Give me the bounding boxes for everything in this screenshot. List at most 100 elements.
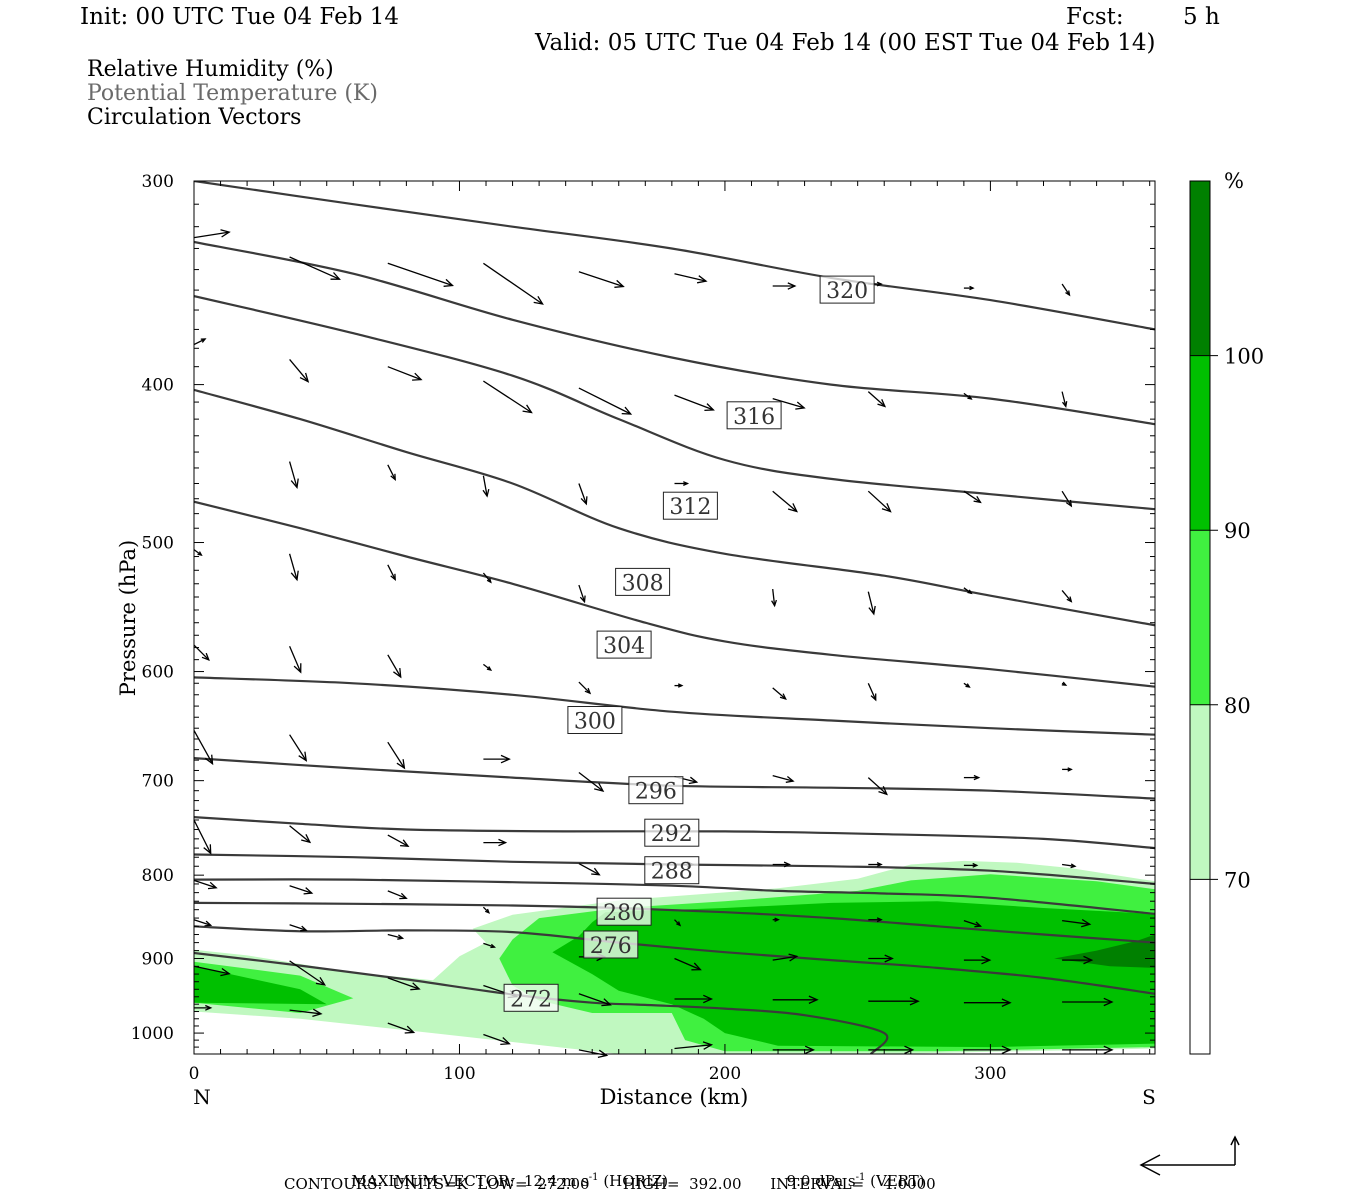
vector-arrowhead: [787, 282, 797, 290]
circulation-vector: [289, 1008, 323, 1018]
contour-label-text: 320: [826, 279, 868, 304]
circulation-vector: [578, 681, 592, 695]
contour-label-296: 296: [628, 776, 684, 805]
vector-arrowhead: [676, 921, 682, 927]
circulation-vector: [674, 683, 684, 688]
vector-arrowhead: [397, 934, 405, 940]
colorbar-unit: %: [1224, 169, 1244, 193]
vector-arrowhead: [702, 1041, 714, 1050]
circulation-vector: [772, 490, 799, 513]
vector-shaft: [1061, 283, 1071, 296]
vector-arrowhead: [868, 605, 876, 616]
circulation-vector: [193, 730, 214, 766]
vector-shaft: [674, 273, 707, 282]
circulation-vector: [674, 994, 714, 1004]
vector-shaft: [578, 483, 587, 505]
vector-shaft: [289, 825, 311, 843]
vector-shaft: [387, 977, 420, 990]
vector-arrowhead: [591, 867, 601, 876]
vert-tag: (VERT): [870, 1172, 925, 1190]
vector-shaft: [193, 338, 206, 346]
contour-label-box: [583, 930, 639, 959]
colorbar-label: 70: [1224, 868, 1251, 892]
vector-shaft: [1061, 391, 1067, 407]
plot-frame: [193, 180, 1156, 1055]
vector-shaft: [193, 231, 230, 239]
vector-arrowhead: [522, 404, 533, 414]
vector-shaft: [289, 885, 313, 894]
circulation-vector: [387, 834, 410, 847]
vector-arrowhead: [981, 955, 992, 965]
vector-arrowhead: [779, 693, 787, 701]
contour-label-text: 292: [651, 822, 693, 847]
contour-label-300: 300: [567, 706, 623, 735]
y-tick-label: 1000: [131, 1024, 174, 1044]
circulation-vector: [193, 965, 231, 977]
vector-shaft: [578, 771, 604, 792]
vector-shaft: [483, 262, 543, 305]
vector-arrowhead: [220, 967, 231, 977]
vector-shaft: [387, 464, 396, 480]
circulation-vector: [772, 861, 792, 868]
vector-arrowhead: [1066, 596, 1073, 603]
max-vector-label: MAXIMUM VECTOR:: [351, 1172, 515, 1190]
vector-arrowhead: [205, 1004, 213, 1011]
y-tick-label: 700: [142, 772, 174, 792]
circulation-vector: [867, 490, 892, 513]
y-tick-label: 300: [142, 172, 174, 192]
vector-shaft: [387, 366, 422, 381]
circulation-vector: [483, 380, 533, 414]
circulation-vector: [868, 1045, 915, 1055]
circulation-vector: [289, 885, 314, 895]
contour-label-box: [596, 897, 652, 926]
vector-arrowhead: [203, 844, 212, 855]
contour-label-308: 308: [615, 567, 671, 596]
vector-arrowhead: [490, 943, 497, 949]
circulation-vector: [387, 464, 396, 482]
vector-arrowhead: [484, 908, 491, 914]
vector-arrowhead: [1061, 401, 1068, 408]
circulation-vector: [578, 584, 586, 604]
circulation-vector: [193, 549, 203, 557]
vector-shaft: [288, 461, 298, 488]
vector-shaft: [483, 380, 532, 414]
vector-shaft: [674, 1044, 712, 1050]
contour-label-text: 272: [510, 987, 552, 1012]
contour-label-text: 276: [590, 934, 632, 959]
init-time: Init: 00 UTC Tue 04 Feb 14: [80, 4, 400, 30]
circulation-vector: [193, 879, 218, 890]
vector-shaft: [288, 553, 298, 580]
vector-arrowhead: [974, 921, 983, 928]
vector-arrowhead: [804, 1045, 815, 1055]
y-tick-label: 400: [142, 376, 174, 396]
vector-shaft: [289, 358, 309, 383]
vector-arrowhead: [870, 693, 877, 702]
contour-label-box: [644, 818, 700, 847]
theta-contour-304: [194, 500, 1155, 688]
circulation-vector: [1061, 490, 1073, 508]
horiz-tag: (HORIZ): [603, 1172, 669, 1190]
y-tick-label: 600: [142, 663, 174, 683]
colorbar-swatch: [1190, 879, 1210, 1054]
theta-contour-312: [194, 295, 1155, 511]
contour-label-text: 304: [603, 634, 645, 659]
vector-arrowhead: [878, 786, 888, 796]
circulation-vector: [194, 1004, 213, 1011]
circulation-vector: [963, 1045, 1012, 1055]
vector-shaft: [867, 683, 877, 701]
contour-label-276: 276: [583, 930, 639, 959]
vector-shaft: [1061, 490, 1072, 507]
vector-arrowhead: [904, 1045, 915, 1055]
circulation-vector: [772, 282, 797, 290]
vector-shaft: [289, 924, 307, 931]
max-horiz-vector: 12.4 m s: [523, 1172, 589, 1190]
vector-shaft: [867, 777, 888, 795]
contour-label-292: 292: [644, 818, 700, 847]
vector-shaft: [772, 397, 805, 409]
vector-shaft: [387, 890, 407, 899]
circulation-vector: [1061, 681, 1068, 686]
vector-shaft: [867, 591, 875, 615]
vector-arrowhead: [967, 589, 973, 595]
vector-arrowhead: [204, 754, 214, 766]
vector-arrowhead: [1061, 681, 1068, 686]
